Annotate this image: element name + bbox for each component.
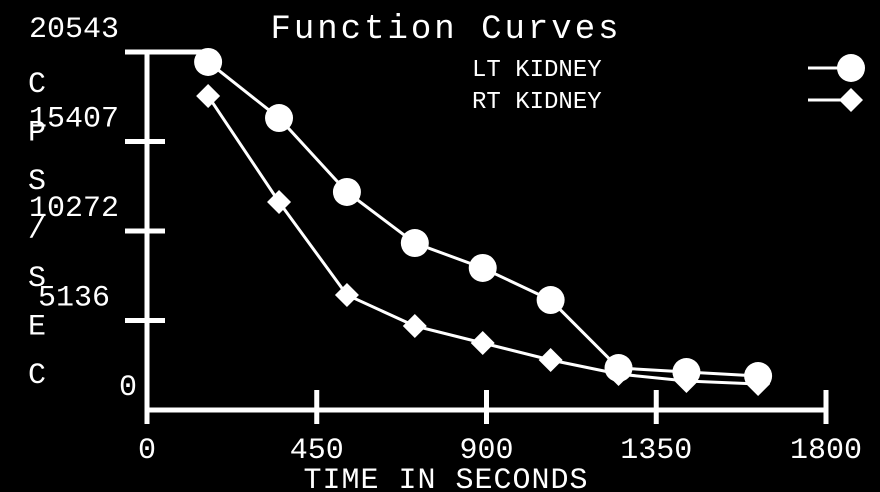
x-tick-label: 1800 xyxy=(790,434,862,468)
legend-marker xyxy=(837,54,865,82)
marker-circle xyxy=(400,229,429,258)
marker-diamond xyxy=(196,83,221,108)
marker-diamond xyxy=(334,282,359,307)
marker-circle xyxy=(265,104,294,133)
marker-diamond xyxy=(674,368,699,393)
y-axis-label: C P S / S E C xyxy=(28,68,46,393)
y-tick-label: 15407 xyxy=(29,103,119,137)
x-tick-label: 1350 xyxy=(620,434,692,468)
y-tick-label: 0 xyxy=(119,371,137,405)
marker-diamond xyxy=(746,372,771,397)
chart-title: Function Curves xyxy=(270,11,621,49)
legend-label: RT KIDNEY xyxy=(472,89,602,116)
legend-label: LT KIDNEY xyxy=(472,57,602,84)
y-tick-label: 5136 xyxy=(38,281,110,315)
marker-circle xyxy=(468,253,497,282)
marker-diamond xyxy=(606,362,631,387)
legend-marker xyxy=(839,88,863,112)
x-tick-label: 450 xyxy=(290,434,344,468)
x-tick-label: 900 xyxy=(459,434,513,468)
marker-diamond xyxy=(470,330,495,355)
y-tick-label: 20543 xyxy=(29,13,119,47)
marker-circle xyxy=(536,286,565,315)
marker-diamond xyxy=(402,314,427,339)
x-axis-label: TIME IN SECONDS xyxy=(303,464,588,492)
marker-diamond xyxy=(538,347,563,372)
x-tick-label: 0 xyxy=(138,434,156,468)
marker-diamond xyxy=(267,190,292,215)
y-tick-label: 10272 xyxy=(29,192,119,226)
marker-circle xyxy=(332,177,361,206)
marker-circle xyxy=(194,47,223,76)
